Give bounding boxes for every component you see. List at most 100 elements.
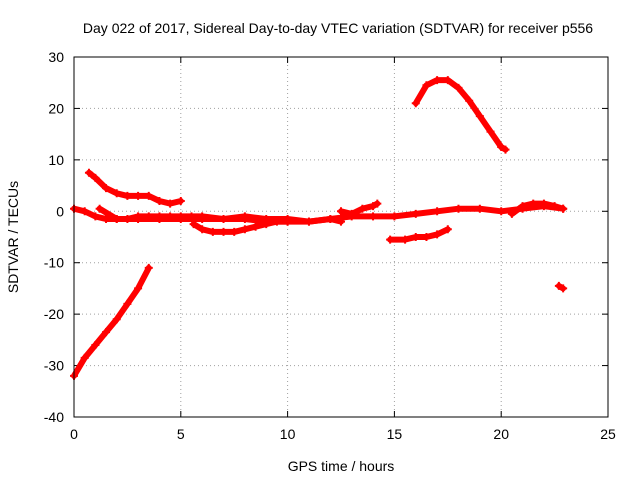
- data-point: [123, 299, 132, 308]
- data-point: [144, 263, 153, 272]
- series-arc-10: [554, 281, 568, 293]
- data-point: [422, 233, 431, 241]
- data-point: [144, 191, 153, 200]
- data-point: [507, 209, 516, 218]
- data-point: [166, 199, 175, 208]
- data-point: [465, 96, 474, 105]
- data-point: [390, 212, 399, 221]
- series-arc-2: [70, 263, 153, 380]
- series-trace: [190, 218, 291, 235]
- data-point: [358, 204, 367, 213]
- x-tick-label: 15: [387, 426, 403, 442]
- data-point: [155, 215, 164, 223]
- series-arc-8: [411, 76, 510, 154]
- series-arc-6: [337, 199, 382, 218]
- y-tick-label: -40: [44, 409, 64, 425]
- axis-ticks: 0 5 10 15 20 25 -40 -30 -20 -10 0 10 20 30: [44, 49, 616, 442]
- data-point: [272, 217, 281, 226]
- data-point: [91, 173, 100, 182]
- data-point: [123, 191, 132, 200]
- data-point: [134, 215, 143, 223]
- data-point: [176, 197, 185, 205]
- data-point: [443, 225, 452, 234]
- data-point: [304, 217, 313, 226]
- data-point: [189, 220, 198, 229]
- y-axis-label: SDTVAR / TECUs: [5, 181, 21, 293]
- data-point: [262, 220, 271, 229]
- data-point: [219, 215, 228, 223]
- data-point: [112, 215, 121, 223]
- data-point: [454, 83, 463, 92]
- series-trace: [412, 77, 509, 153]
- data-point: [559, 284, 568, 293]
- y-tick-label: -20: [44, 306, 64, 322]
- data-point: [501, 145, 510, 154]
- data-point: [559, 204, 568, 213]
- data-point: [176, 215, 185, 223]
- data-point: [198, 225, 207, 234]
- grid-lines: [74, 57, 608, 417]
- data-point: [134, 191, 143, 200]
- data-point: [219, 227, 228, 236]
- series-arc-5: [189, 217, 292, 236]
- series-arc-9: [507, 199, 568, 218]
- data-point: [102, 184, 111, 193]
- data-point: [475, 112, 484, 121]
- data-point: [91, 212, 100, 221]
- data-point: [155, 197, 164, 205]
- data-point: [433, 207, 442, 216]
- data-point: [433, 76, 442, 85]
- data-point: [497, 207, 506, 216]
- plot-frame: [73, 56, 609, 418]
- data-point: [539, 199, 548, 208]
- x-tick-label: 5: [177, 426, 185, 442]
- data-point: [411, 209, 420, 218]
- data-point: [518, 202, 527, 211]
- data-point: [550, 202, 559, 211]
- data-point: [422, 81, 431, 90]
- x-axis-label: GPS time / hours: [288, 458, 395, 474]
- y-tick-label: -30: [44, 358, 64, 374]
- y-tick-label: 10: [48, 152, 64, 168]
- y-tick-label: 0: [56, 203, 64, 219]
- data-point: [91, 341, 100, 349]
- x-tick-label: 25: [600, 426, 616, 442]
- data-point: [134, 284, 143, 293]
- data-point: [475, 204, 484, 213]
- data-point: [411, 99, 420, 108]
- x-tick-label: 20: [493, 426, 509, 442]
- data-point: [347, 209, 356, 218]
- data-point: [95, 204, 104, 213]
- data-point: [230, 227, 239, 236]
- data-points: [70, 76, 568, 380]
- data-point: [198, 215, 207, 223]
- series-arc-1: [84, 168, 185, 208]
- x-tick-label: 0: [70, 426, 78, 442]
- data-point: [240, 225, 249, 234]
- data-point: [112, 189, 121, 198]
- data-point: [554, 281, 563, 290]
- data-point: [433, 230, 442, 239]
- data-point: [283, 217, 292, 226]
- data-point: [326, 215, 335, 223]
- series-trace: [86, 169, 184, 207]
- y-tick-label: 20: [48, 100, 64, 116]
- data-point: [497, 143, 506, 151]
- data-point: [208, 227, 217, 236]
- data-point: [102, 328, 111, 337]
- data-point: [443, 76, 452, 85]
- data-point: [486, 127, 495, 136]
- data-point: [84, 168, 93, 177]
- data-point: [401, 235, 410, 244]
- data-point: [411, 233, 420, 241]
- data-point: [102, 215, 111, 223]
- data-point: [337, 207, 345, 216]
- data-point: [80, 353, 89, 362]
- data-point: [369, 212, 378, 221]
- data-point: [454, 204, 463, 213]
- chart-title: Day 022 of 2017, Sidereal Day-to-day VTE…: [83, 20, 593, 36]
- data-point: [369, 202, 378, 211]
- data-point: [251, 222, 260, 231]
- series-trace: [71, 264, 152, 379]
